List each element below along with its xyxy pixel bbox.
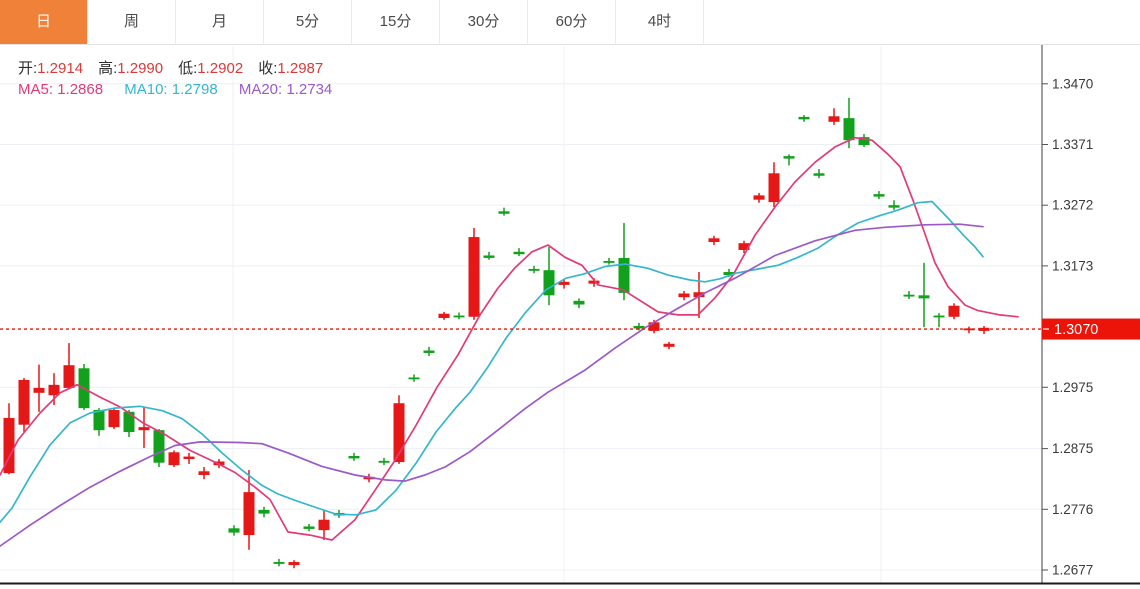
candle-up: [318, 519, 330, 531]
candle-up: [108, 409, 120, 428]
candle-down: [408, 377, 420, 380]
candle-up: [18, 379, 30, 425]
period-tabbar: 日周月 5分 15分 30分 60分 4时: [0, 0, 1140, 45]
candle-up: [3, 417, 15, 474]
candle-down: [873, 194, 885, 197]
candle-up: [468, 237, 480, 317]
candle-up: [738, 243, 750, 250]
candle-up: [138, 427, 150, 431]
candle-down: [633, 325, 645, 329]
candle-down: [378, 460, 390, 463]
candle-up: [768, 173, 780, 203]
ma-line-ma20: [0, 223, 984, 547]
ohlc-row: 开:1.2914 高:1.2990 低:1.2902 收:1.2987: [18, 57, 338, 78]
ma-line-ma5: [0, 136, 1019, 541]
y-axis-label: 1.2875: [1052, 441, 1093, 456]
y-axis-label: 1.3470: [1052, 76, 1093, 91]
close-label: 收:: [258, 60, 278, 77]
ma-line-ma10: [0, 200, 984, 524]
candle-down: [918, 295, 930, 299]
open-label: 开:: [18, 60, 38, 77]
candle-down: [93, 409, 105, 431]
candle-up: [558, 281, 570, 285]
candle-down: [528, 268, 540, 271]
candle-down: [513, 251, 525, 255]
candle-down: [348, 455, 360, 459]
candle-up: [438, 313, 450, 319]
candle-up: [663, 343, 675, 347]
period-tab-周[interactable]: 周: [88, 0, 176, 44]
candle-down: [573, 300, 585, 305]
current-price-badge: [1042, 318, 1140, 340]
candle-up: [648, 322, 660, 331]
low-label: 低:: [178, 60, 198, 77]
candle-up: [828, 116, 840, 122]
ma20-legend: MA20: 1.2734: [238, 81, 333, 98]
candle-down: [813, 173, 825, 176]
period-tab-4时[interactable]: 4时: [616, 0, 704, 44]
candle-down: [798, 116, 810, 120]
candle-down: [423, 350, 435, 353]
candle-down: [273, 562, 285, 564]
candle-up: [48, 384, 60, 396]
candle-up: [243, 492, 255, 536]
candle-down: [258, 509, 270, 514]
ma5-legend: MA5: 1.2868: [18, 81, 104, 98]
period-tab-日[interactable]: 日: [0, 0, 88, 44]
candle-down: [228, 528, 240, 533]
candle-down: [153, 430, 165, 463]
y-axis-label: 1.3173: [1052, 258, 1093, 273]
candle-up: [948, 305, 960, 317]
period-tab-月[interactable]: 月: [176, 0, 264, 44]
candle-down: [303, 526, 315, 529]
y-axis-label: 1.3272: [1052, 198, 1093, 213]
candle-up: [198, 471, 210, 475]
candle-up: [693, 292, 705, 298]
low-value: 1.2902: [197, 60, 244, 77]
candle-up: [288, 562, 300, 566]
candle-up: [183, 456, 195, 460]
candle-up: [63, 365, 75, 388]
candle-down: [723, 272, 735, 276]
candle-up: [33, 387, 45, 393]
ma10-legend: MA10: 1.2798: [124, 81, 218, 98]
y-axis-label: 1.2677: [1052, 563, 1093, 578]
period-tab-30分[interactable]: 30分: [440, 0, 528, 44]
current-price-badge-label: 1.3070: [1054, 322, 1098, 338]
candle-down: [603, 260, 615, 263]
candle-up: [678, 293, 690, 298]
y-axis-label: 1.2776: [1052, 502, 1093, 517]
period-tab-15分[interactable]: 15分: [352, 0, 440, 44]
candle-down: [858, 137, 870, 146]
candle-down: [783, 156, 795, 159]
candle-down: [933, 315, 945, 318]
y-axis-label: 1.3371: [1052, 137, 1093, 152]
candle-down: [483, 255, 495, 258]
candle-down: [123, 411, 135, 433]
candle-up: [708, 238, 720, 242]
period-tab-60分[interactable]: 60分: [528, 0, 616, 44]
period-tab-5分[interactable]: 5分: [264, 0, 352, 44]
candle-up: [588, 280, 600, 284]
close-value: 1.2987: [277, 60, 324, 77]
candle-down: [903, 294, 915, 297]
candle-down: [843, 118, 855, 141]
candle-up: [168, 452, 180, 466]
candle-down: [543, 270, 555, 296]
candle-up: [393, 403, 405, 463]
open-value: 1.2914: [37, 60, 84, 77]
high-value: 1.2990: [117, 60, 164, 77]
candle-down: [498, 211, 510, 214]
candle-down: [453, 315, 465, 318]
candle-down: [888, 205, 900, 208]
y-axis-label: 1.2975: [1052, 380, 1093, 395]
ma-legend-row: MA5: 1.2868 MA10: 1.2798 MA20: 1.2734: [18, 81, 349, 98]
high-label: 高:: [98, 60, 118, 77]
candle-up: [753, 195, 765, 200]
candle-down: [618, 257, 630, 293]
